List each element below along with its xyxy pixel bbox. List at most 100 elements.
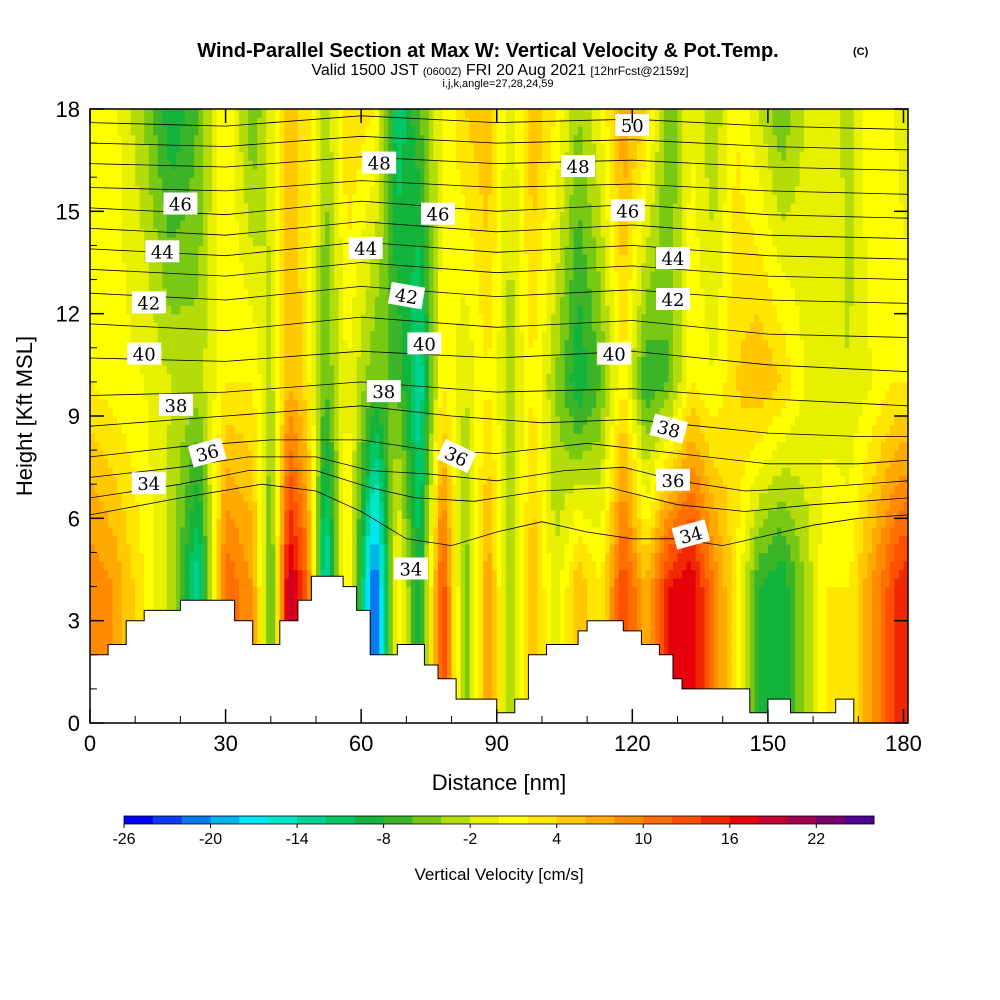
- heat-cell: [397, 356, 403, 366]
- heat-cell: [329, 526, 335, 536]
- heat-cell: [293, 126, 299, 136]
- heat-cell: [325, 117, 331, 127]
- heat-cell: [130, 458, 136, 468]
- heat-cell: [144, 433, 150, 443]
- heat-cell: [135, 509, 141, 519]
- heat-cell: [320, 253, 326, 264]
- heat-cell: [365, 339, 371, 349]
- heat-cell: [320, 569, 326, 579]
- heat-cell: [130, 569, 136, 579]
- heat-cell: [144, 578, 150, 588]
- heat-cell: [275, 458, 281, 468]
- heat-cell: [108, 441, 114, 451]
- heat-cell: [202, 509, 209, 519]
- heat-cell: [243, 475, 249, 485]
- heat-cell: [144, 151, 150, 161]
- heat-cell: [297, 560, 304, 571]
- heat-cell: [315, 364, 322, 374]
- heat-cell: [135, 185, 141, 195]
- heat-cell: [257, 288, 263, 298]
- heat-cell: [352, 407, 358, 417]
- heat-cell: [225, 219, 231, 229]
- heat-cell: [90, 433, 96, 443]
- heat-cell: [302, 168, 308, 178]
- heat-cell: [325, 185, 331, 195]
- heat-cell: [356, 475, 362, 485]
- heat-cell: [230, 134, 236, 144]
- heat-cell: [148, 109, 154, 119]
- heat-cell: [370, 288, 376, 298]
- heat-cell: [320, 509, 326, 519]
- heat-cell: [175, 168, 181, 178]
- heat-cell: [392, 305, 398, 315]
- heat-cell: [297, 424, 304, 434]
- heat-cell: [275, 526, 281, 536]
- heat-cell: [297, 458, 304, 468]
- heat-cell: [288, 543, 294, 554]
- heat-cell: [221, 211, 227, 221]
- heat-cell: [108, 381, 114, 392]
- heat-cell: [221, 236, 227, 247]
- heat-cell: [94, 569, 100, 579]
- heat-cell: [392, 398, 398, 409]
- heat-cell: [257, 578, 263, 588]
- heat-cell: [257, 543, 263, 554]
- heat-cell: [306, 245, 313, 255]
- heat-cell: [189, 330, 195, 340]
- heat-cell: [248, 134, 254, 144]
- heat-cell: [365, 450, 371, 460]
- heat-cell: [175, 160, 181, 170]
- heat-cell: [94, 364, 100, 374]
- heat-cell: [230, 322, 236, 332]
- heat-cell: [320, 151, 326, 161]
- heat-cell: [361, 484, 367, 494]
- heat-cell: [108, 501, 114, 511]
- heat-cell: [135, 424, 141, 434]
- heat-cell: [243, 202, 249, 212]
- heat-cell: [343, 202, 349, 212]
- heat-cell: [334, 109, 340, 119]
- heat-cell: [338, 143, 344, 153]
- heat-cell: [311, 322, 317, 332]
- heat-cell: [239, 211, 245, 221]
- heat-cell: [248, 373, 254, 383]
- heat-cell: [108, 202, 114, 212]
- heat-cell: [347, 373, 353, 383]
- heat-cell: [212, 245, 218, 255]
- heat-cell: [374, 441, 380, 451]
- heat-cell: [266, 586, 272, 596]
- heat-cell: [99, 168, 105, 178]
- heat-cell: [315, 475, 322, 485]
- heat-cell: [288, 288, 294, 298]
- heat-cell: [121, 612, 127, 622]
- heat-cell: [189, 416, 195, 426]
- heat-cell: [293, 228, 299, 238]
- heat-cell: [171, 586, 177, 596]
- heat-cell: [198, 467, 204, 477]
- heat-cell: [248, 595, 254, 605]
- heat-cell: [325, 560, 331, 571]
- heat-cell: [121, 560, 127, 571]
- heat-cell: [374, 219, 380, 229]
- heat-cell: [248, 433, 254, 443]
- heat-cell: [356, 518, 362, 528]
- heat-cell: [121, 637, 127, 647]
- heat-cell: [184, 492, 191, 502]
- heat-cell: [383, 330, 389, 340]
- heat-cell: [216, 416, 222, 426]
- heat-cell: [365, 407, 371, 417]
- heat-cell: [397, 373, 403, 383]
- heat-cell: [356, 552, 362, 562]
- heat-cell: [334, 143, 340, 153]
- heat-cell: [284, 236, 290, 247]
- heat-cell: [108, 134, 114, 144]
- heat-cell: [153, 509, 159, 519]
- heat-cell: [374, 475, 380, 485]
- heat-cell: [121, 492, 127, 502]
- heat-cell: [139, 492, 145, 502]
- heat-cell: [216, 194, 222, 204]
- heat-cell: [207, 109, 213, 119]
- heat-cell: [166, 117, 172, 127]
- heat-cell: [112, 339, 118, 349]
- heat-cell: [166, 501, 172, 511]
